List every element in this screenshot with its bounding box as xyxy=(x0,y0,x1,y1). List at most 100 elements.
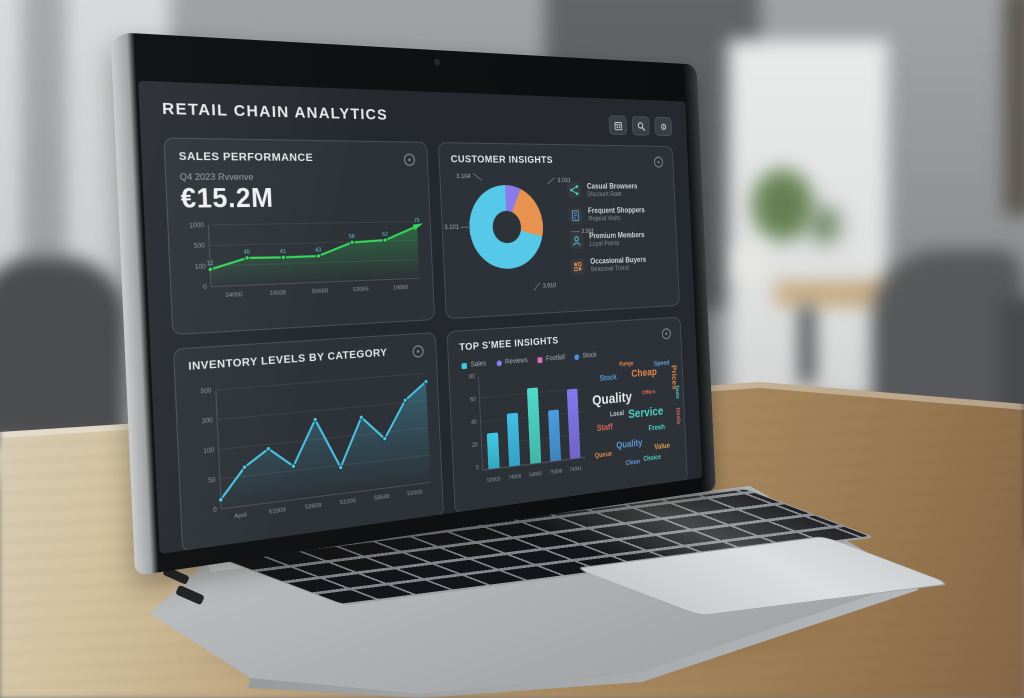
cloud-word: Range xyxy=(619,361,634,368)
cloud-word: Service xyxy=(627,403,664,421)
legend-swatch xyxy=(537,356,543,363)
settings-button[interactable] xyxy=(654,116,673,137)
search-icon xyxy=(636,120,646,131)
donut-callout: 3.031 xyxy=(547,177,571,185)
page-title: RETAIL CHAIN ANALYTICS xyxy=(161,99,389,124)
cloud-word: Queue xyxy=(594,451,613,461)
person-icon xyxy=(569,232,585,250)
cloud-word: Staff xyxy=(596,421,613,433)
legend-item[interactable]: Footfall xyxy=(537,354,565,363)
search-button[interactable] xyxy=(631,115,650,136)
svg-text:12: 12 xyxy=(207,261,214,268)
card-customer-insights[interactable]: CUSTOMER INSIGHTS 3.104 3.031 3.501 3.910 3.… xyxy=(438,142,680,320)
svg-text:45: 45 xyxy=(243,249,250,256)
cloud-word: Taste xyxy=(674,385,680,400)
cloud-word: Local xyxy=(609,410,625,419)
card-badge-icon xyxy=(403,153,417,167)
cloud-word: Cheap xyxy=(631,366,658,381)
inventory-line-chart: 500300100500April51009536095100058649526… xyxy=(200,363,444,520)
bar xyxy=(526,387,541,464)
webcam-icon xyxy=(433,58,440,66)
svg-text:53065: 53065 xyxy=(353,286,370,293)
legend-item[interactable]: Sales xyxy=(461,360,486,369)
card-badge-icon xyxy=(661,327,672,340)
bar xyxy=(566,388,581,459)
cloud-word: Choice xyxy=(643,453,662,463)
card-sales-performance[interactable]: SALES PERFORMANCE Q4 2023 Rvvenve €15.2M… xyxy=(163,137,436,336)
svg-text:April: April xyxy=(234,512,247,520)
svg-text:100: 100 xyxy=(195,264,207,271)
card-badge-icon xyxy=(412,344,426,359)
dashboard: RETAIL CHAIN ANALYTICS xyxy=(138,80,703,555)
svg-text:500: 500 xyxy=(200,388,212,395)
svg-text:53609: 53609 xyxy=(305,503,322,511)
donut-hole xyxy=(492,210,522,244)
svg-text:100: 100 xyxy=(203,448,215,456)
svg-text:50: 50 xyxy=(208,477,216,484)
bar xyxy=(547,409,561,462)
cloud-word: Clean xyxy=(625,458,641,468)
gear-icon xyxy=(659,121,668,132)
plant-leaves xyxy=(790,185,860,265)
cloud-word: Fresh xyxy=(648,422,666,433)
donut-callout: 3.104 xyxy=(456,173,482,180)
bar xyxy=(486,432,500,470)
cloud-word: Speed xyxy=(653,360,670,369)
svg-text:50669: 50669 xyxy=(312,288,328,295)
calendar-button[interactable] xyxy=(608,115,628,136)
svg-text:41: 41 xyxy=(280,249,287,256)
svg-text:1000: 1000 xyxy=(189,223,205,230)
chair-left xyxy=(0,258,125,443)
svg-text:500: 500 xyxy=(194,243,206,250)
receipt-icon xyxy=(568,207,584,224)
word-cloud: Quality Service Cheap Quality Prices Staff Fre… xyxy=(591,358,681,476)
screen-bezel: RETAIL CHAIN ANALYTICS xyxy=(110,31,716,576)
svg-text:58: 58 xyxy=(349,234,355,240)
cloud-word: Value xyxy=(654,441,671,452)
plant-pot xyxy=(736,246,766,280)
card-title: TOP S'MEE INSIGHTS xyxy=(459,334,559,354)
card-top-insights[interactable]: TOP S'MEE INSIGHTS Sales Reviews Footfall S… xyxy=(446,316,688,515)
donut-chart: 3.104 3.031 3.501 3.910 3.101 xyxy=(444,173,594,291)
card-title: CUSTOMER INSIGHTS xyxy=(450,153,554,166)
svg-text:300: 300 xyxy=(202,418,214,426)
donut-ring xyxy=(467,184,546,271)
card-inventory-levels[interactable]: INVENTORY LEVELS BY CATEGORY 500 300 100 50… xyxy=(172,331,445,554)
svg-text:75: 75 xyxy=(414,218,420,224)
donut-callout: 3.101 xyxy=(444,224,471,231)
card-title: SALES PERFORMANCE xyxy=(178,149,314,165)
svg-text:58649: 58649 xyxy=(374,494,390,502)
legend-swatch xyxy=(496,359,502,366)
card-badge-icon xyxy=(653,156,664,169)
wall-beam xyxy=(1004,0,1024,215)
bar-chart: 80 60 40 20 0 52003 74995 54905 75898 74941 xyxy=(461,365,589,487)
legend-swatch xyxy=(461,362,468,369)
legend-item[interactable]: Frequent Shoppers Repeat Visits xyxy=(568,206,667,225)
kpi-label: Q4 2023 Rvvenve xyxy=(179,171,254,183)
legend-item[interactable]: Occasional Buyers Seasonal Trend xyxy=(570,254,669,275)
svg-text:43: 43 xyxy=(315,247,321,253)
cloud-word: Quality xyxy=(616,437,643,452)
donut-callout: 3.910 xyxy=(532,282,556,291)
svg-text:52609: 52609 xyxy=(407,490,422,498)
svg-text:0: 0 xyxy=(213,507,218,514)
cloud-word: Quality xyxy=(591,388,633,409)
cloud-word: Offers xyxy=(641,389,656,397)
cloud-word: Deals xyxy=(674,407,681,426)
side-table-leg xyxy=(800,306,814,384)
cloud-word: Stock xyxy=(599,372,618,383)
legend-item[interactable]: Reviews xyxy=(496,357,528,366)
svg-text:62: 62 xyxy=(382,232,388,238)
svg-text:0: 0 xyxy=(203,285,208,292)
bar xyxy=(506,412,521,467)
svg-text:19880: 19880 xyxy=(393,285,409,292)
svg-text:19008: 19008 xyxy=(269,290,286,297)
svg-text:34000: 34000 xyxy=(225,292,243,299)
donut-callout: 3.501 xyxy=(570,228,594,235)
svg-text:51000: 51000 xyxy=(340,498,357,506)
legend-item[interactable]: Stock xyxy=(574,352,597,360)
laptop-screen: RETAIL CHAIN ANALYTICS xyxy=(110,31,716,576)
grid-icon xyxy=(570,258,586,275)
legend-item[interactable]: Casual Browsers Discount Rate xyxy=(567,182,665,200)
